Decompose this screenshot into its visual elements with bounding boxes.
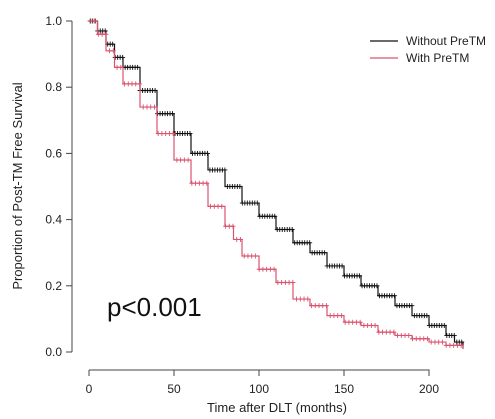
x-axis-label: Time after DLT (months): [207, 400, 347, 415]
censor-mark: [441, 323, 447, 329]
censor-mark: [110, 41, 116, 47]
y-tick-label: 1.0: [45, 14, 62, 28]
censor-mark: [374, 283, 380, 289]
censor-mark: [230, 223, 236, 229]
censor-mark: [102, 28, 108, 34]
censor-mark: [391, 329, 397, 335]
censor-mark: [305, 296, 311, 302]
censor-mark: [289, 227, 295, 233]
censor-mark: [237, 236, 243, 242]
censor-mark: [170, 131, 176, 137]
censor-mark: [406, 332, 412, 338]
censor-mark: [290, 279, 296, 285]
censor-mark: [357, 273, 363, 279]
censor-mark: [237, 184, 243, 189]
censor-mark: [170, 111, 176, 117]
p-value-annotation: p<0.001: [107, 292, 202, 322]
censor-mark: [185, 157, 191, 163]
censor-mark: [323, 303, 329, 309]
legend: Without PreTM With PreTM: [370, 34, 486, 65]
censor-mark: [204, 180, 210, 186]
y-tick-label: 0.2: [45, 279, 62, 293]
legend-label-2: With PreTM: [406, 51, 469, 65]
y-tick-label: 0.4: [45, 213, 62, 227]
censor-mark: [357, 319, 363, 325]
censor-mark: [271, 266, 277, 272]
censor-mark: [135, 64, 141, 70]
y-tick-label: 0.0: [45, 345, 62, 359]
censor-mark: [451, 332, 457, 338]
censor-marks-series-2: [88, 18, 464, 348]
censor-mark: [459, 339, 465, 345]
censor-mark: [103, 31, 109, 37]
censor-mark: [424, 313, 430, 319]
axes-group: 0.0 0.2 0.4 0.6 0.8 1.0 0 50 100 150 200: [45, 14, 439, 396]
censor-mark: [110, 48, 116, 54]
censor-mark: [219, 203, 225, 209]
x-tick-label: 100: [249, 382, 269, 396]
censor-mark: [152, 88, 158, 94]
censor-mark: [222, 167, 228, 173]
x-tick-label: 0: [86, 382, 93, 396]
censor-mark: [439, 339, 445, 345]
censor-mark: [372, 323, 378, 329]
censor-mark: [272, 213, 278, 219]
censor-mark: [322, 250, 328, 256]
censor-mark: [118, 64, 124, 70]
x-tick-label: 200: [419, 382, 439, 396]
censor-mark: [409, 303, 415, 309]
censor-mark: [151, 104, 157, 110]
censor-mark: [424, 336, 430, 342]
series-layer: [87, 18, 465, 349]
censor-mark: [339, 263, 345, 269]
censor-mark: [338, 313, 344, 319]
censor-mark: [204, 150, 210, 156]
censor-mark: [307, 240, 313, 246]
censor-mark: [252, 253, 258, 259]
censor-mark: [391, 293, 397, 299]
censor-mark: [458, 342, 464, 348]
x-tick-label: 50: [167, 382, 181, 396]
x-tick-label: 150: [334, 382, 354, 396]
censor-mark: [92, 18, 98, 24]
y-tick-label: 0.8: [45, 80, 62, 94]
y-axis-label: Proportion of Post-TM Free Survival: [10, 82, 25, 289]
censor-mark: [187, 131, 193, 137]
censor-marks-series-1: [87, 18, 465, 345]
censor-mark: [136, 81, 142, 87]
y-tick-label: 0.6: [45, 146, 62, 160]
censor-mark: [254, 200, 260, 206]
legend-label-1: Without PreTM: [406, 34, 486, 48]
censor-mark: [120, 54, 126, 60]
